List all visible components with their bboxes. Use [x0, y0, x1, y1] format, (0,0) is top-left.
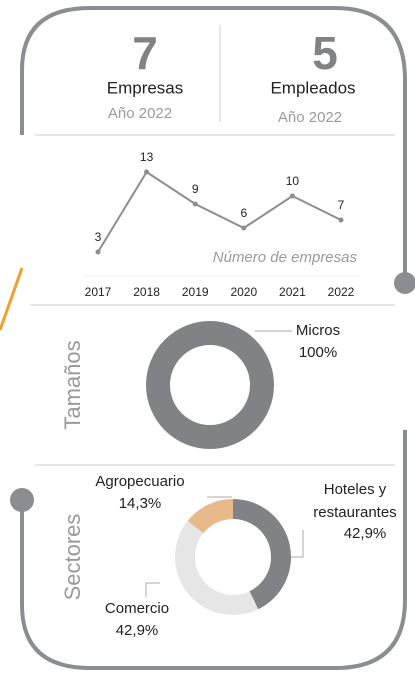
point	[144, 169, 150, 175]
donut-segment	[233, 499, 291, 610]
line	[97, 170, 342, 253]
legend-label: Comercio	[105, 600, 169, 617]
kpi-sub: Año 2022	[108, 105, 172, 122]
label-line: restaurantes	[313, 504, 396, 521]
accent-line	[0, 267, 24, 331]
x-tick-label: 2017	[85, 285, 112, 299]
data-label: 7	[338, 198, 345, 212]
data-label: 42,9%	[116, 622, 159, 639]
point	[338, 217, 344, 223]
point	[289, 193, 295, 199]
dot	[394, 272, 415, 294]
kpi-sub: Año 2022	[278, 109, 342, 126]
chart-title: Sectores	[60, 514, 85, 601]
legend-label: Hoteles y restaurantes	[313, 481, 396, 521]
legend-label: Agropecuario	[95, 473, 184, 490]
data-label: 42,9%	[344, 525, 387, 542]
data-label: 13	[140, 150, 154, 164]
frame-top	[20, 6, 407, 280]
leader-line	[145, 582, 160, 597]
data-label: 10	[286, 174, 300, 188]
data-label: 3	[95, 230, 102, 244]
kpi-value: 5	[312, 27, 338, 79]
point	[241, 225, 247, 231]
x-tick-label: 2020	[230, 285, 257, 299]
annotation: Número de empresas	[213, 249, 358, 266]
x-tick-label: 2018	[133, 285, 160, 299]
x-tick-label: 2021	[279, 285, 306, 299]
x-tick-label: 2022	[328, 285, 355, 299]
dot	[10, 488, 34, 512]
data-label: 14,3%	[119, 495, 162, 512]
donut-segment	[146, 321, 274, 449]
kpi-label: Empresas	[107, 78, 184, 97]
legend-label: Micros	[296, 322, 340, 339]
donut-segment	[187, 499, 233, 534]
label-line: Hoteles y	[324, 481, 387, 498]
point	[95, 249, 101, 255]
leader-line	[291, 530, 304, 558]
x-tick-label: 2019	[182, 285, 209, 299]
data-label: 9	[192, 182, 199, 196]
kpi-label: Empleados	[270, 78, 355, 97]
chart-title: Tamaños	[60, 340, 85, 429]
data-label: 6	[240, 206, 247, 220]
point	[192, 201, 198, 207]
kpi-value: 7	[132, 27, 158, 79]
donut-segment	[175, 520, 259, 615]
data-label: 100%	[299, 344, 337, 361]
frame-bottom	[20, 430, 407, 670]
